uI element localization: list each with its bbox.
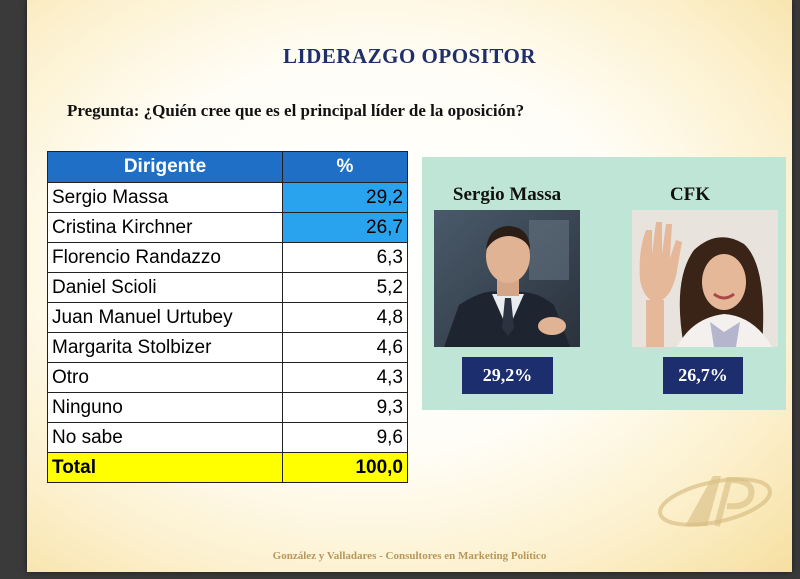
header-dirigente: Dirigente (47, 151, 283, 183)
leader-photo-right (632, 210, 778, 347)
total-value: 100,0 (282, 452, 408, 483)
table-row: Margarita Stolbizer 4,6 (47, 332, 408, 363)
table-row: Sergio Massa 29,2 (47, 182, 408, 213)
table-row: Florencio Randazzo 6,3 (47, 242, 408, 273)
row-name: Daniel Scioli (47, 272, 283, 303)
total-label: Total (47, 452, 283, 483)
footer-credit: González y Valladares - Consultores en M… (272, 550, 547, 562)
row-name: Florencio Randazzo (47, 242, 283, 273)
row-name: Ninguno (47, 392, 283, 423)
row-name: Sergio Massa (47, 182, 283, 213)
percent-badge-left: 29,2% (462, 357, 553, 394)
row-name: Margarita Stolbizer (47, 332, 283, 363)
row-value: 4,6 (282, 332, 408, 363)
row-value: 9,6 (282, 422, 408, 453)
table-row: Daniel Scioli 5,2 (47, 272, 408, 303)
header-percent: % (282, 151, 408, 183)
row-value: 9,3 (282, 392, 408, 423)
survey-question: Pregunta: ¿Quién cree que es el principa… (67, 101, 525, 120)
table-row: Otro 4,3 (47, 362, 408, 393)
leader-name-right: CFK (669, 184, 711, 205)
table-total-row: Total 100,0 (47, 452, 408, 483)
table-row: Cristina Kirchner 26,7 (47, 212, 408, 243)
row-name: Otro (47, 362, 283, 393)
leader-photo-left (434, 210, 580, 347)
row-name: Juan Manuel Urtubey (47, 302, 283, 333)
table-row: No sabe 9,6 (47, 422, 408, 453)
table-header-row: Dirigente % (47, 151, 408, 183)
leader-name-left: Sergio Massa (452, 184, 562, 205)
row-value: 5,2 (282, 272, 408, 303)
table-row: Juan Manuel Urtubey 4,8 (47, 302, 408, 333)
row-value: 4,3 (282, 362, 408, 393)
slide-title: LIDERAZGO OPOSITOR (282, 44, 537, 68)
row-value: 4,8 (282, 302, 408, 333)
row-name: Cristina Kirchner (47, 212, 283, 243)
results-table: Dirigente % Sergio Massa 29,2 Cristina K… (47, 151, 408, 483)
table-row: Ninguno 9,3 (47, 392, 408, 423)
company-logo (655, 470, 775, 537)
row-value: 6,3 (282, 242, 408, 273)
row-value: 29,2 (282, 182, 408, 213)
leaders-panel: Sergio Massa CFK (422, 157, 786, 410)
percent-badge-right: 26,7% (663, 357, 743, 394)
slide: LIDERAZGO OPOSITOR Pregunta: ¿Quién cree… (27, 0, 792, 572)
row-value: 26,7 (282, 212, 408, 243)
row-name: No sabe (47, 422, 283, 453)
